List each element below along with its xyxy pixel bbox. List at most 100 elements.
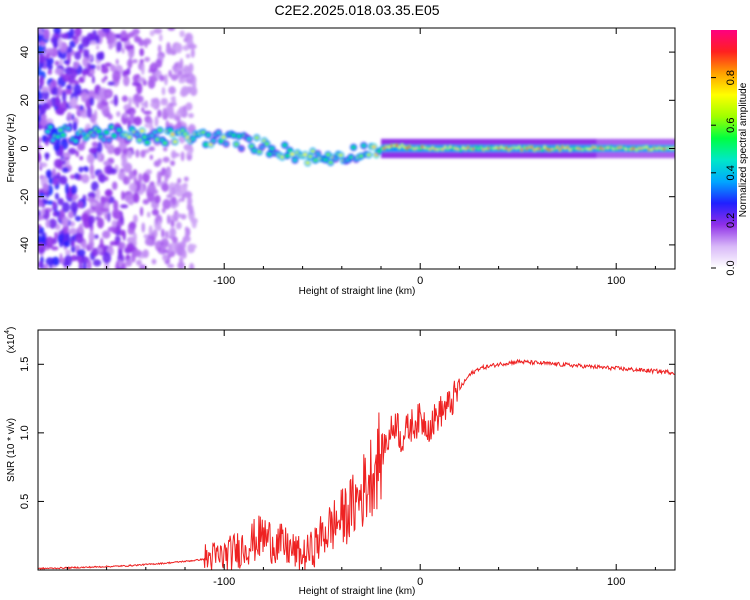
spectral-cell: [80, 91, 88, 103]
ridge-core: [371, 145, 377, 149]
y-tick-label: 1.0: [19, 425, 31, 440]
spectral-cell: [54, 60, 60, 66]
spectral-cell: [140, 64, 145, 75]
spectral-cell: [135, 259, 142, 266]
spectral-cell: [158, 34, 163, 42]
spectral-cell: [170, 74, 179, 81]
spectrogram-y-label: Frequency (Hz): [6, 114, 17, 183]
spectral-cell: [73, 83, 82, 95]
spectral-cell: [66, 85, 73, 90]
spectral-cell: [167, 28, 176, 31]
ridge-core: [81, 132, 86, 136]
ridge-core: [351, 145, 356, 149]
spectral-cell: [139, 58, 144, 64]
ridge-core: [96, 129, 101, 133]
spectral-cell: [115, 58, 119, 65]
spectral-cell: [139, 206, 144, 217]
spectral-cell: [162, 146, 168, 152]
ridge-core: [157, 128, 163, 132]
spectral-cell: [82, 261, 87, 269]
ridge-core: [290, 152, 295, 156]
ridge-core: [152, 130, 157, 134]
spectral-cell: [178, 197, 183, 203]
spectral-cell: [96, 150, 102, 162]
ridge-core: [104, 130, 109, 134]
spectral-cell: [183, 183, 188, 193]
spectral-cell: [70, 201, 79, 213]
spectral-cell: [162, 198, 171, 210]
spectral-cell: [86, 106, 92, 119]
spectral-cell: [52, 37, 58, 48]
spectral-cell: [61, 167, 70, 173]
spectral-cell: [52, 211, 58, 217]
ridge-core: [145, 140, 150, 144]
spectral-cell: [38, 33, 42, 43]
spectral-cell: [42, 183, 49, 192]
spectral-cell: [125, 259, 133, 267]
y-tick-label: 0.5: [19, 494, 31, 509]
spectral-cell: [183, 144, 192, 151]
spectral-cell: [58, 37, 63, 50]
spectral-cell: [157, 220, 161, 231]
ridge-core: [348, 155, 354, 159]
spectral-cell: [75, 150, 79, 158]
snr-x-label: Height of straight line (km): [299, 586, 416, 597]
ridge-core: [267, 152, 272, 156]
spectral-cell: [78, 166, 84, 173]
spectral-cell: [40, 113, 47, 121]
spectral-cell: [60, 33, 70, 40]
spectral-cell: [167, 263, 175, 269]
spectral-cell: [126, 59, 133, 68]
spectral-cell: [140, 102, 149, 107]
colorbar-ticks: 0.0 0.2 0.4 0.6 0.8: [711, 70, 737, 276]
spectral-cell: [133, 175, 137, 184]
spectral-cell: [80, 112, 89, 119]
spectral-cell: [52, 167, 56, 177]
spectral-cell: [129, 221, 137, 230]
spectral-cell: [126, 242, 135, 252]
spectral-band-core: [675, 145, 679, 152]
spectral-cell: [95, 216, 99, 221]
spectral-cell: [128, 170, 134, 180]
spectral-cell: [185, 53, 191, 59]
ridge-core: [218, 139, 224, 143]
ridge-core: [254, 136, 259, 140]
spectral-cell: [126, 150, 133, 159]
spectral-cell: [121, 156, 128, 166]
spectral-cell: [131, 59, 138, 64]
ridge-core: [109, 125, 114, 129]
spectral-cell: [144, 237, 152, 246]
spectral-cell: [85, 49, 90, 60]
spectral-cell: [116, 111, 121, 117]
spectral-cell: [70, 245, 76, 253]
ridge-core: [224, 142, 229, 146]
ridge-core: [325, 153, 331, 157]
spectral-cell: [142, 79, 147, 86]
spectral-cell: [146, 211, 151, 218]
ridge-core: [400, 143, 404, 147]
spectral-cell: [154, 194, 161, 204]
spectral-cell: [151, 209, 160, 216]
spectral-cell: [135, 102, 140, 108]
spectral-cell: [45, 219, 50, 229]
spectral-cell: [90, 201, 97, 207]
spectral-cell: [150, 98, 160, 104]
spectral-cell: [38, 136, 42, 143]
spectral-cell: [81, 36, 90, 48]
ridge-core: [395, 144, 399, 148]
spectral-cell: [98, 87, 108, 100]
spectral-cell: [121, 47, 125, 54]
spectral-cell: [154, 115, 159, 127]
spectral-cell: [190, 48, 195, 58]
spectral-cell: [74, 244, 81, 250]
ridge-core: [259, 145, 264, 149]
spectral-cell: [168, 243, 172, 254]
spectral-cell: [130, 111, 135, 118]
spectral-cell: [138, 173, 143, 183]
spectral-cell: [184, 86, 194, 94]
spectral-cell: [38, 92, 43, 102]
spectral-cell: [107, 31, 116, 44]
ridge-core: [221, 135, 226, 139]
spectral-cell: [175, 213, 184, 218]
ridge-core: [48, 125, 53, 129]
